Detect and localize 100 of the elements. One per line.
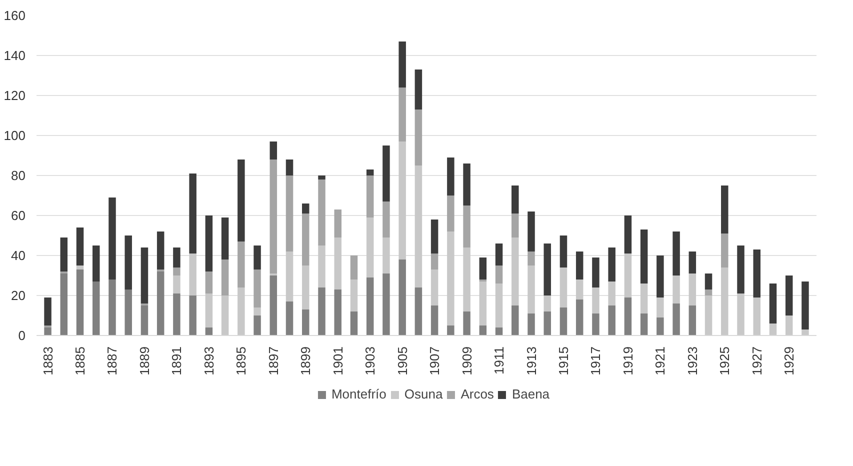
- bar: [479, 258, 487, 280]
- x-tick-label: 1907: [427, 346, 442, 376]
- bar: [318, 180, 326, 246]
- bar: [640, 230, 648, 284]
- x-tick-label: 1925: [717, 346, 732, 376]
- bar: [785, 276, 793, 316]
- bar: [608, 282, 616, 306]
- bar: [173, 276, 180, 294]
- bar: [592, 314, 600, 336]
- bar: [302, 266, 310, 310]
- bar: [270, 160, 278, 274]
- bar: [672, 304, 680, 336]
- bar: [140, 248, 148, 304]
- y-tick-label: 60: [11, 208, 26, 223]
- bar: [286, 302, 294, 336]
- bar: [318, 176, 326, 180]
- bar: [528, 314, 535, 336]
- bar: [512, 186, 519, 214]
- bar: [350, 280, 358, 312]
- bar: [608, 248, 616, 282]
- bar: [544, 312, 551, 336]
- bar: [512, 306, 519, 336]
- x-tick-label: 1891: [169, 346, 184, 376]
- bar: [254, 308, 261, 316]
- bar: [414, 166, 422, 288]
- bar: [688, 306, 696, 336]
- y-tick-label: 0: [18, 328, 26, 343]
- bar: [688, 252, 696, 274]
- bar: [624, 254, 632, 298]
- bar: [173, 248, 180, 268]
- x-tick-label: 1917: [588, 346, 604, 376]
- bar: [221, 260, 229, 296]
- x-tick-label: 1913: [524, 346, 539, 376]
- bar: [124, 236, 132, 290]
- bar: [544, 296, 551, 312]
- bar: [302, 214, 310, 266]
- bar: [528, 252, 535, 266]
- x-tick-label: 1927: [749, 346, 764, 376]
- bar: [608, 306, 616, 336]
- y-tick-label: 120: [4, 88, 26, 103]
- x-tick-label: 1915: [556, 346, 571, 376]
- bar: [447, 326, 454, 336]
- bar: [463, 248, 470, 312]
- bar: [528, 212, 535, 252]
- x-tick-label: 1889: [136, 346, 152, 376]
- bar: [366, 170, 374, 176]
- bar: [60, 238, 68, 272]
- bar: [672, 232, 680, 276]
- bar: [576, 252, 584, 280]
- bar: [430, 270, 438, 306]
- bar: [76, 266, 84, 270]
- bar: [576, 300, 584, 336]
- legend-label: Osuna: [404, 386, 443, 402]
- bar: [463, 164, 470, 206]
- bar: [414, 70, 422, 110]
- bar: [286, 160, 294, 176]
- y-tick-label: 40: [11, 248, 26, 263]
- legend-label: Arcos: [460, 386, 494, 402]
- y-tick-label: 20: [11, 288, 26, 303]
- bar: [221, 218, 229, 260]
- bar: [769, 284, 777, 324]
- bar: [479, 326, 487, 336]
- bar: [124, 290, 132, 336]
- bar: [802, 330, 809, 336]
- bar: [366, 218, 374, 278]
- bar: [704, 290, 712, 296]
- bar: [560, 268, 568, 308]
- bar: [270, 142, 278, 160]
- bar: [495, 328, 503, 336]
- x-tick-label: 1887: [104, 346, 120, 376]
- bar: [44, 328, 52, 336]
- bar: [495, 266, 503, 284]
- x-tick-label: 1893: [201, 346, 216, 376]
- x-tick-label: 1885: [72, 346, 88, 376]
- bar: [769, 324, 777, 336]
- bar: [721, 268, 728, 336]
- bar: [495, 284, 503, 328]
- bar: [334, 290, 342, 336]
- bar: [414, 288, 422, 336]
- bar: [140, 306, 148, 336]
- x-tick-label: 1921: [652, 346, 668, 376]
- bar: [254, 316, 261, 336]
- x-tick-label: 1919: [620, 346, 636, 376]
- bar: [430, 220, 438, 254]
- bar: [785, 316, 793, 336]
- bar: [205, 272, 213, 294]
- bar: [753, 298, 760, 336]
- bar: [254, 270, 261, 308]
- bar: [463, 206, 470, 248]
- bar: [334, 238, 342, 290]
- bar: [286, 176, 294, 252]
- bar: [512, 238, 519, 306]
- bar: [398, 260, 406, 336]
- bar: [430, 306, 438, 336]
- bar: [205, 216, 213, 272]
- bar: [576, 280, 584, 300]
- bar: [238, 242, 245, 288]
- bar: [156, 232, 164, 270]
- bar: [92, 246, 100, 282]
- bar: [382, 274, 390, 336]
